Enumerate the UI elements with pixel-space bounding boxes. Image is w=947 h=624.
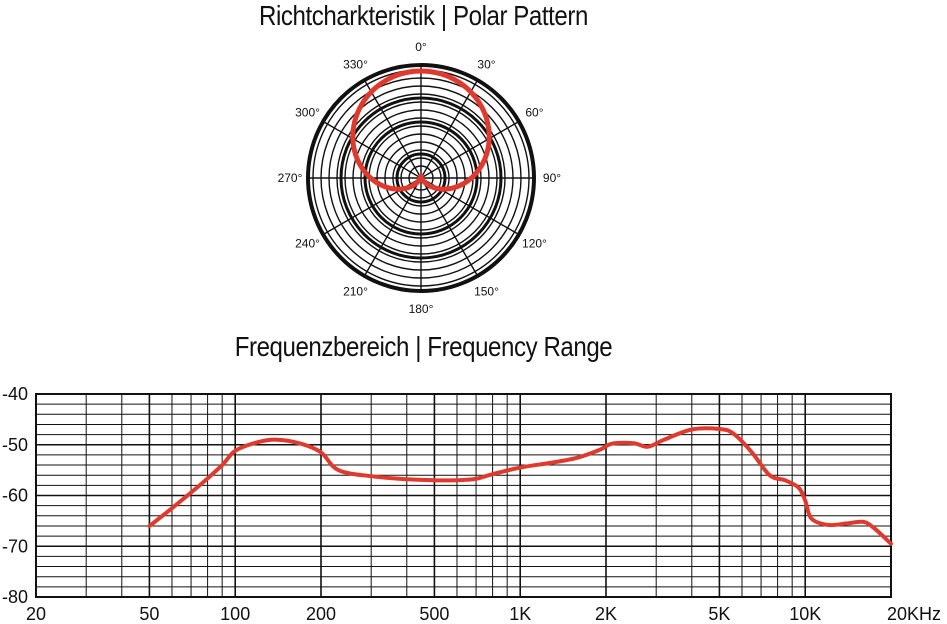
polar-grid [306,63,536,293]
freq-y-tick-label: -40 [2,384,28,404]
polar-angle-label: 330° [343,58,368,72]
polar-radial-line [363,79,422,179]
polar-pattern-curve [350,68,492,192]
freq-y-tick-label: -50 [2,435,28,455]
frequency-tick-labels: 20 50 100 200 500 1K 2K 5K 10K 20KHz -40 -50 -60 -70 -… [2,384,941,624]
polar-angle-label: 30° [477,58,495,72]
polar-angle-label: 270° [278,171,303,185]
polar-series [350,68,492,192]
freq-y-tick-label: -80 [2,587,28,607]
polar-angle-label: 120° [522,237,547,251]
freq-x-tick-label: 2K [595,604,617,624]
freq-x-tick-label: 10K [789,604,821,624]
polar-angle-label: 150° [474,284,499,298]
freq-x-tick-label: 20 [26,604,46,624]
freq-x-tick-label: 500 [419,604,449,624]
freq-x-tick-label: 50 [139,604,159,624]
polar-angle-label: 240° [295,237,320,251]
freq-x-tick-label: 5K [708,604,730,624]
frequency-response-curve [147,426,893,546]
freq-x-tick-label: 200 [306,604,336,624]
polar-radial-line [420,120,520,179]
freq-x-tick-label: 1K [509,604,531,624]
polar-radial-line [420,177,479,277]
polar-radial-line [363,177,422,277]
polar-angle-label: 210° [343,284,368,298]
freq-y-tick-label: -60 [2,486,28,506]
freq-plot-frame [35,393,892,598]
frequency-chart-title: Frequenzbereich | Frequency Range [234,331,613,362]
freq-x-tick-label: 20KHz [887,604,941,624]
polar-angle-label: 0° [415,40,427,54]
polar-chart-title: Richtcharkteristik | Polar Pattern [259,0,588,31]
polar-angle-label: 60° [525,106,543,120]
polar-angle-label: 300° [295,106,320,120]
polar-angle-label: 180° [409,302,434,316]
polar-radial-line [322,120,422,179]
frequency-grid [35,393,892,598]
freq-x-tick-label: 100 [220,604,250,624]
freq-y-tick-label: -70 [2,536,28,556]
frequency-series [147,426,893,546]
polar-angle-labels: 0° 30° 60° 90° 120° 150° 180° 210° 240° 270° 300° 3… [278,40,562,316]
polar-angle-label: 90° [543,171,561,185]
polar-radial-line [420,79,479,179]
